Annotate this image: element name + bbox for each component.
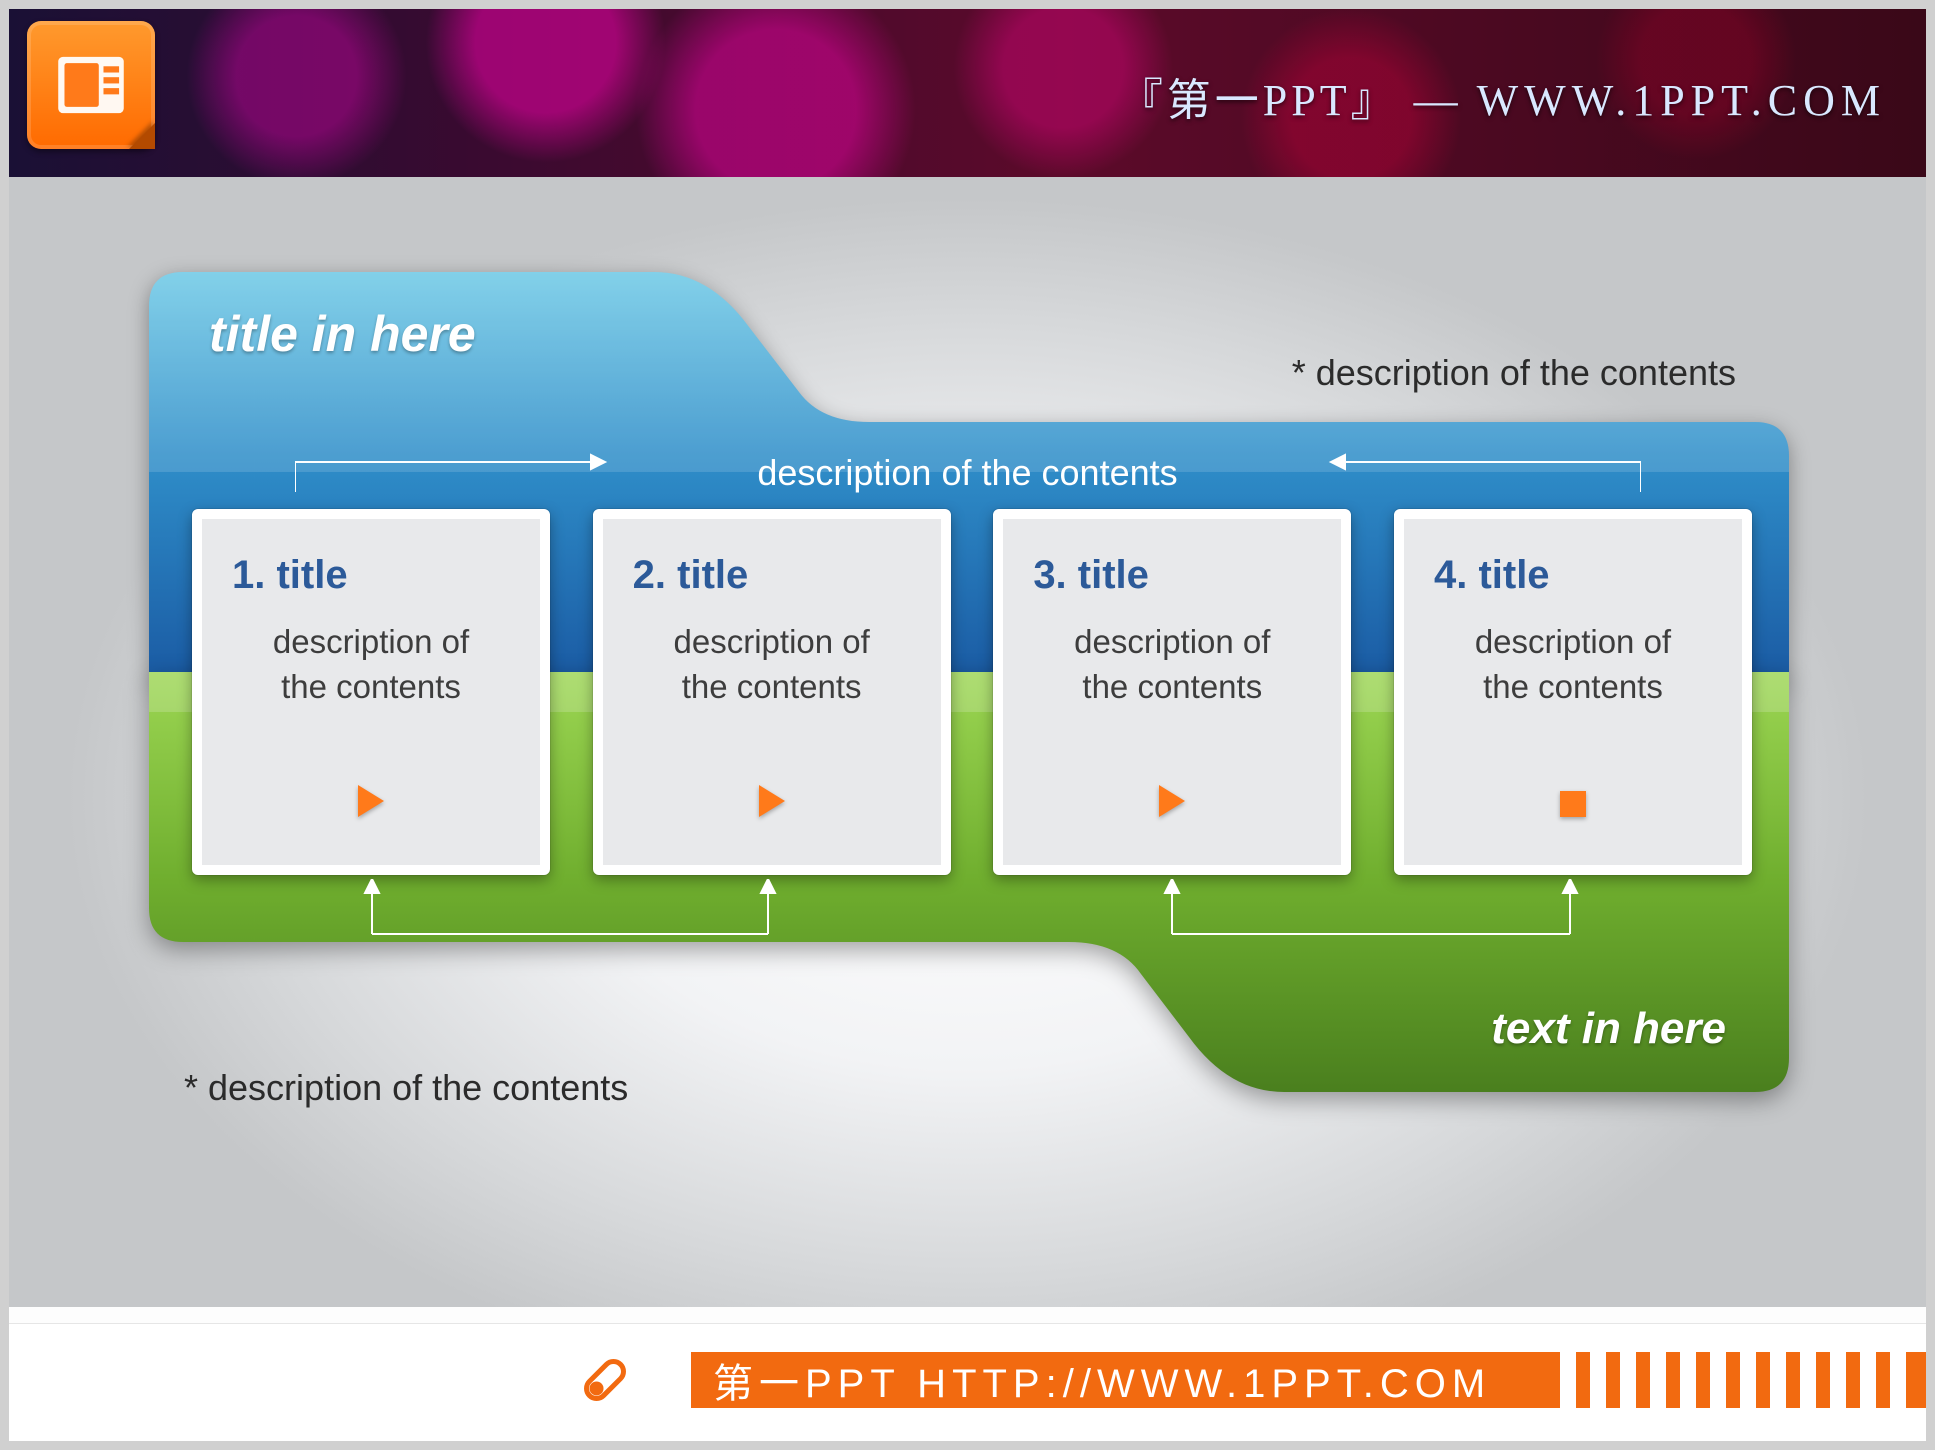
card-title: 2. title bbox=[625, 553, 919, 598]
card-2: 2. title description of the contents bbox=[593, 509, 951, 875]
center-description: description of the contents bbox=[9, 452, 1926, 494]
card-title: 4. title bbox=[1426, 553, 1720, 598]
green-tab-text: text in here bbox=[1491, 1004, 1726, 1054]
play-icon bbox=[1003, 785, 1341, 817]
card-desc: description of the contents bbox=[1025, 620, 1319, 709]
card-title: 3. title bbox=[1025, 553, 1319, 598]
card-desc: description of the contents bbox=[1426, 620, 1720, 709]
top-description: * description of the contents bbox=[1292, 352, 1736, 394]
app-frame: 『第一PPT』 — WWW.1PPT.COM bbox=[9, 9, 1926, 1441]
header-brand-text: 『第一PPT』 — WWW.1PPT.COM bbox=[1119, 64, 1886, 128]
card-1: 1. title description of the contents bbox=[192, 509, 550, 875]
blue-tab-title: title in here bbox=[209, 305, 476, 363]
footer-text: 第一PPT HTTP://WWW.1PPT.COM bbox=[691, 1351, 1491, 1409]
slide-canvas: title in here * description of the conte… bbox=[9, 177, 1926, 1307]
stop-icon bbox=[1404, 791, 1742, 817]
brand-name: 『第一PPT』 bbox=[1119, 76, 1399, 125]
card-title: 1. title bbox=[224, 553, 518, 598]
card-3: 3. title description of the contents bbox=[993, 509, 1351, 875]
brand-sep: — bbox=[1399, 76, 1477, 125]
pill-icon bbox=[577, 1352, 633, 1408]
brand-url: WWW.1PPT.COM bbox=[1477, 76, 1886, 125]
play-icon bbox=[202, 785, 540, 817]
card-desc: description of the contents bbox=[224, 620, 518, 709]
header-banner: 『第一PPT』 — WWW.1PPT.COM bbox=[9, 9, 1926, 177]
card-4: 4. title description of the contents bbox=[1394, 509, 1752, 875]
footer-orange-bar: 第一PPT HTTP://WWW.1PPT.COM bbox=[691, 1352, 1926, 1408]
powerpoint-logo-icon bbox=[27, 21, 155, 149]
bottom-description: * description of the contents bbox=[184, 1067, 628, 1109]
footer-stripes bbox=[1560, 1352, 1906, 1408]
footer-bar: 第一PPT HTTP://WWW.1PPT.COM bbox=[9, 1323, 1926, 1441]
card-desc: description of the contents bbox=[625, 620, 919, 709]
play-icon bbox=[603, 785, 941, 817]
cards-row: 1. title description of the contents 2. … bbox=[192, 509, 1752, 879]
